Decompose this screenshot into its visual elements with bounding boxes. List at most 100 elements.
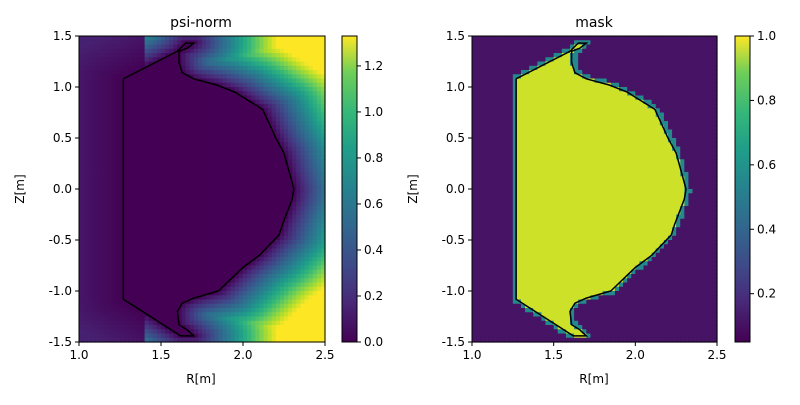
heatmap-cell (492, 240, 497, 245)
heatmap-cell (173, 121, 178, 126)
heatmap-cell (501, 151, 506, 156)
heatmap-cell (206, 66, 211, 71)
heatmap-cell (272, 100, 277, 105)
heatmap-cell (247, 159, 252, 164)
heatmap-cell (116, 287, 121, 292)
heatmap-cell (268, 134, 273, 139)
heatmap-cell (169, 100, 174, 105)
heatmap-cell (210, 159, 215, 164)
heatmap-cell (472, 104, 477, 109)
heatmap-cell (239, 87, 244, 92)
heatmap-cell (305, 219, 310, 224)
heatmap-cell (501, 70, 506, 75)
heatmap-cell (132, 164, 137, 169)
heatmap-cell (104, 325, 109, 330)
heatmap-cell (255, 210, 260, 215)
heatmap-cell (100, 244, 105, 249)
heatmap-cell (177, 210, 182, 215)
heatmap-cell (251, 227, 256, 232)
heatmap-cell (505, 49, 510, 54)
heatmap-cell (112, 57, 117, 62)
heatmap-cell (116, 189, 121, 194)
heatmap-cell (95, 164, 100, 169)
heatmap-cell (313, 151, 318, 156)
heatmap-cell (505, 147, 510, 152)
heatmap-cell (492, 104, 497, 109)
heatmap-cell (186, 321, 191, 326)
heatmap-cell (91, 130, 96, 135)
heatmap-cell (484, 185, 489, 190)
heatmap-cell (136, 159, 141, 164)
heatmap-cell (259, 244, 264, 249)
heatmap-cell (268, 232, 273, 237)
heatmap-cell (108, 87, 113, 92)
heatmap-cell (206, 142, 211, 147)
heatmap-cell (214, 168, 219, 173)
heatmap-cell (264, 312, 269, 317)
heatmap-cell (198, 223, 203, 228)
heatmap-cell (95, 147, 100, 152)
heatmap-cell (165, 253, 170, 258)
heatmap-cell (480, 45, 485, 50)
heatmap-cell (194, 249, 199, 254)
heatmap-cell (173, 244, 178, 249)
heatmap-cell (145, 70, 150, 75)
heatmap-cell (104, 210, 109, 215)
heatmap-cell (95, 79, 100, 84)
heatmap-cell (182, 270, 187, 275)
heatmap-cell (280, 96, 285, 101)
heatmap-cell (476, 83, 481, 88)
heatmap-cell (202, 270, 207, 275)
heatmap-cell (272, 274, 277, 279)
heatmap-cell (288, 159, 293, 164)
heatmap-cell (112, 164, 117, 169)
heatmap-cell (116, 53, 121, 58)
heatmap-cell (177, 172, 182, 177)
heatmap-cell (210, 312, 215, 317)
heatmap-cell (276, 151, 281, 156)
heatmap-cell (231, 304, 236, 309)
heatmap-cell (132, 113, 137, 118)
heatmap-cell (484, 308, 489, 313)
heatmap-cell (484, 287, 489, 292)
heatmap-cell (501, 219, 506, 224)
heatmap-cell (141, 334, 146, 339)
heatmap-cell (104, 79, 109, 84)
heatmap-cell (210, 227, 215, 232)
heatmap-cell (292, 117, 297, 122)
heatmap-cell (100, 249, 105, 254)
heatmap-cell (284, 36, 289, 41)
heatmap-cell (313, 283, 318, 288)
heatmap-cell (251, 113, 256, 118)
heatmap-cell (501, 172, 506, 177)
heatmap-cell (480, 215, 485, 220)
heatmap-cell (276, 121, 281, 126)
heatmap-cell (95, 185, 100, 190)
heatmap-cell (132, 155, 137, 160)
heatmap-cell (194, 185, 199, 190)
heatmap-cell (182, 134, 187, 139)
heatmap-cell (497, 57, 502, 62)
heatmap-cell (497, 117, 502, 122)
heatmap-cell (300, 291, 305, 296)
heatmap-cell (79, 300, 84, 305)
heatmap-cell (218, 121, 223, 126)
heatmap-cell (210, 287, 215, 292)
heatmap-cell (124, 45, 129, 50)
heatmap-cell (268, 253, 273, 258)
heatmap-cell (124, 215, 129, 220)
heatmap-cell (124, 202, 129, 207)
heatmap-cell (132, 317, 137, 322)
heatmap-cell (305, 96, 310, 101)
heatmap-cell (492, 117, 497, 122)
heatmap-cell (259, 138, 264, 143)
heatmap-cell (128, 66, 133, 71)
heatmap-cell (288, 274, 293, 279)
heatmap-cell (100, 215, 105, 220)
heatmap-cell (100, 304, 105, 309)
heatmap-cell (317, 57, 322, 62)
heatmap-cell (280, 159, 285, 164)
heatmap-cell (214, 130, 219, 135)
heatmap-cell (218, 278, 223, 283)
heatmap-cell (104, 308, 109, 313)
